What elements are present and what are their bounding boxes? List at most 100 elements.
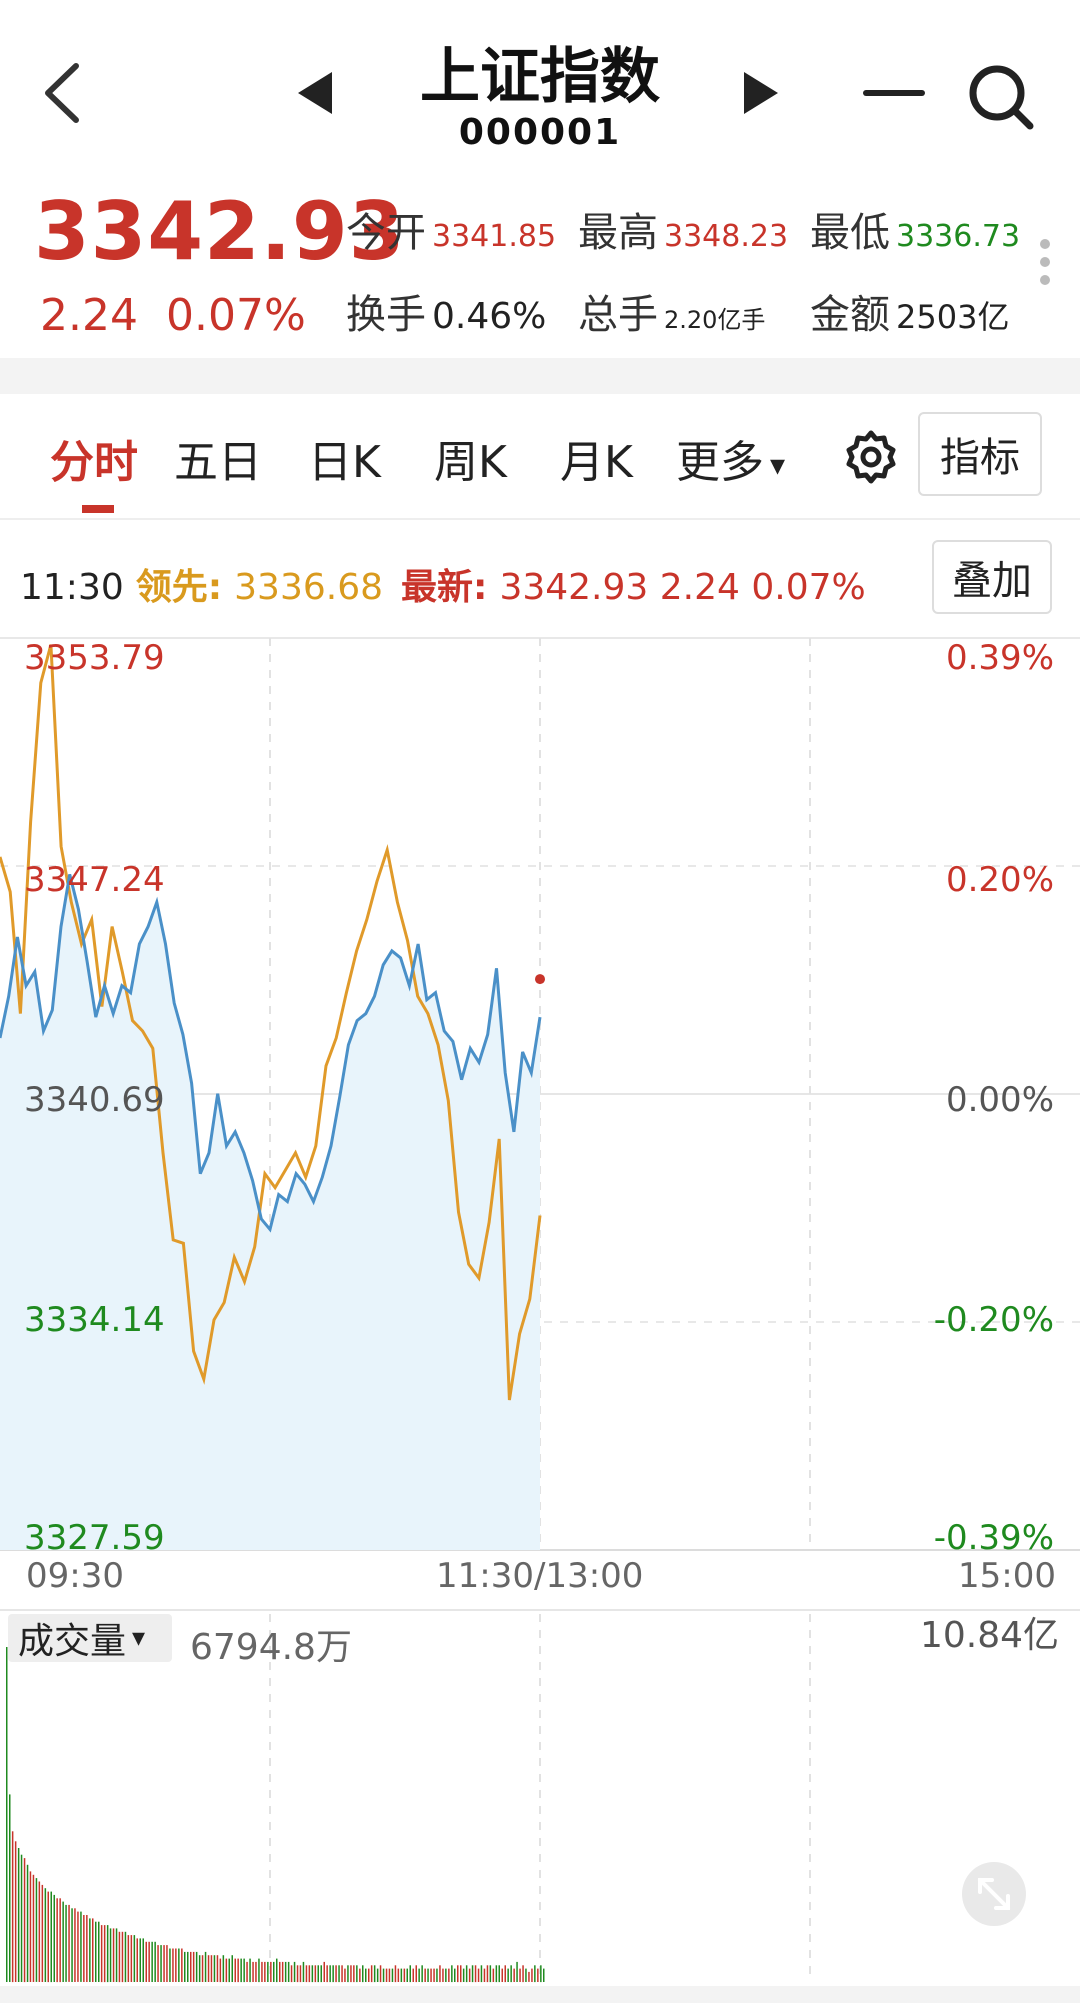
volume-bar xyxy=(451,1965,453,1983)
volume-bar xyxy=(121,1931,124,1983)
tab-daily-k[interactable]: 日K xyxy=(308,437,381,488)
volume-bar xyxy=(228,1958,230,1983)
volume-bar xyxy=(376,1968,379,1982)
x-label-midday: 11:30/13:00 xyxy=(436,1556,644,1596)
previous-stock-button[interactable] xyxy=(296,70,336,116)
volume-bar xyxy=(279,1961,281,1982)
volume-bar xyxy=(344,1968,346,1982)
back-button[interactable] xyxy=(38,58,88,128)
current-price: 3342.93 xyxy=(34,185,406,278)
volume-bar xyxy=(157,1945,159,1982)
volume-bar xyxy=(98,1921,100,1982)
volume-grid xyxy=(0,1609,1080,1982)
tab-intraday[interactable]: 分时 xyxy=(50,437,138,488)
chart-settings-button[interactable] xyxy=(842,428,900,486)
tab-weekly-k[interactable]: 周K xyxy=(434,437,507,488)
price-area-fill xyxy=(0,874,540,1550)
stat-volume: 总手 2.20亿手 xyxy=(578,282,765,340)
volume-bar xyxy=(252,1961,254,1982)
volume-bar xyxy=(187,1951,189,1982)
volume-bar xyxy=(210,1955,213,1982)
stat-label: 最高 xyxy=(578,210,658,256)
volume-bar xyxy=(332,1965,334,1983)
volume-bar xyxy=(17,1848,20,1982)
volume-chart[interactable] xyxy=(0,1608,1080,1985)
volume-bar xyxy=(540,1965,542,1983)
stat-amount: 金额 2503亿 xyxy=(810,282,1009,340)
chevron-left-icon xyxy=(45,63,79,123)
volume-bar xyxy=(507,1968,509,1982)
volume-bar xyxy=(465,1965,468,1983)
volume-bar xyxy=(329,1965,331,1983)
volume-bar xyxy=(427,1968,429,1982)
volume-bar xyxy=(326,1965,328,1983)
volume-bar xyxy=(370,1965,373,1983)
volume-bar xyxy=(68,1904,70,1982)
volume-bar xyxy=(388,1968,391,1982)
volume-indicator-dropdown[interactable]: 成交量 ▾ xyxy=(8,1614,172,1662)
stat-label: 金额 xyxy=(810,292,890,338)
stat-open: 今开 3341.85 xyxy=(346,200,556,258)
volume-bar xyxy=(537,1968,539,1982)
expand-arrows-icon xyxy=(978,1878,1010,1910)
volume-bar xyxy=(207,1955,210,1982)
lead-line xyxy=(0,644,542,1401)
latest-price-dot xyxy=(535,974,545,985)
tab-five-day[interactable]: 五日 xyxy=(174,437,262,488)
stat-label: 换手 xyxy=(346,292,426,338)
volume-bar xyxy=(246,1961,248,1982)
volume-bar xyxy=(151,1941,153,1982)
search-button[interactable] xyxy=(966,62,1036,132)
volume-bar xyxy=(86,1915,88,1982)
volume-bar xyxy=(406,1968,408,1982)
volume-bar xyxy=(368,1968,370,1982)
stat-value: 2.20亿手 xyxy=(664,306,766,334)
volume-bar xyxy=(264,1961,266,1982)
volume-bar xyxy=(204,1951,207,1982)
y-label-left-3: 3334.14 xyxy=(24,1300,165,1340)
tab-more[interactable]: 更多 ▾ xyxy=(676,426,785,490)
info-lead-label: 领先: xyxy=(135,567,223,608)
volume-bar xyxy=(124,1931,127,1983)
volume-bar xyxy=(460,1965,462,1983)
dropdown-arrow-icon: ▾ xyxy=(770,447,786,483)
volume-bar xyxy=(50,1891,52,1983)
volume-bar xyxy=(317,1965,319,1983)
minimize-button[interactable] xyxy=(862,78,926,108)
indicator-button[interactable]: 指标 xyxy=(918,412,1042,496)
tab-monthly-k[interactable]: 月K xyxy=(560,437,633,488)
volume-bar xyxy=(47,1891,49,1983)
intraday-chart[interactable] xyxy=(0,636,1080,1616)
volume-bar xyxy=(468,1968,471,1982)
volume-bar xyxy=(29,1871,32,1982)
volume-bar xyxy=(534,1965,536,1983)
volume-bar xyxy=(83,1915,85,1982)
volume-bar xyxy=(6,1647,8,1982)
volume-bar xyxy=(492,1968,495,1982)
volume-bar xyxy=(516,1961,518,1982)
next-stock-button[interactable] xyxy=(740,70,780,116)
overlay-button[interactable]: 叠加 xyxy=(932,540,1052,614)
volume-bar xyxy=(249,1958,251,1983)
volume-bar xyxy=(80,1911,82,1982)
volume-bar xyxy=(439,1965,441,1983)
volume-bar xyxy=(166,1945,168,1982)
volume-bar xyxy=(320,1965,322,1983)
volume-bar xyxy=(160,1945,162,1982)
volume-bar xyxy=(23,1858,26,1983)
volume-bar xyxy=(471,1965,474,1983)
search-icon xyxy=(969,65,1034,130)
volume-bar xyxy=(115,1928,118,1982)
expand-chart-button[interactable] xyxy=(962,1862,1026,1926)
volume-bar xyxy=(237,1958,239,1983)
volume-bar xyxy=(172,1948,174,1982)
more-options-button[interactable] xyxy=(1036,236,1054,288)
volume-bar xyxy=(483,1968,486,1982)
y-label-right-4: -0.39% xyxy=(933,1518,1054,1558)
volume-bar xyxy=(296,1965,299,1983)
volume-bar xyxy=(219,1958,222,1983)
volume-bar xyxy=(335,1965,337,1983)
volume-bar xyxy=(109,1928,112,1982)
volume-bar xyxy=(65,1904,67,1982)
volume-bar xyxy=(118,1931,121,1983)
